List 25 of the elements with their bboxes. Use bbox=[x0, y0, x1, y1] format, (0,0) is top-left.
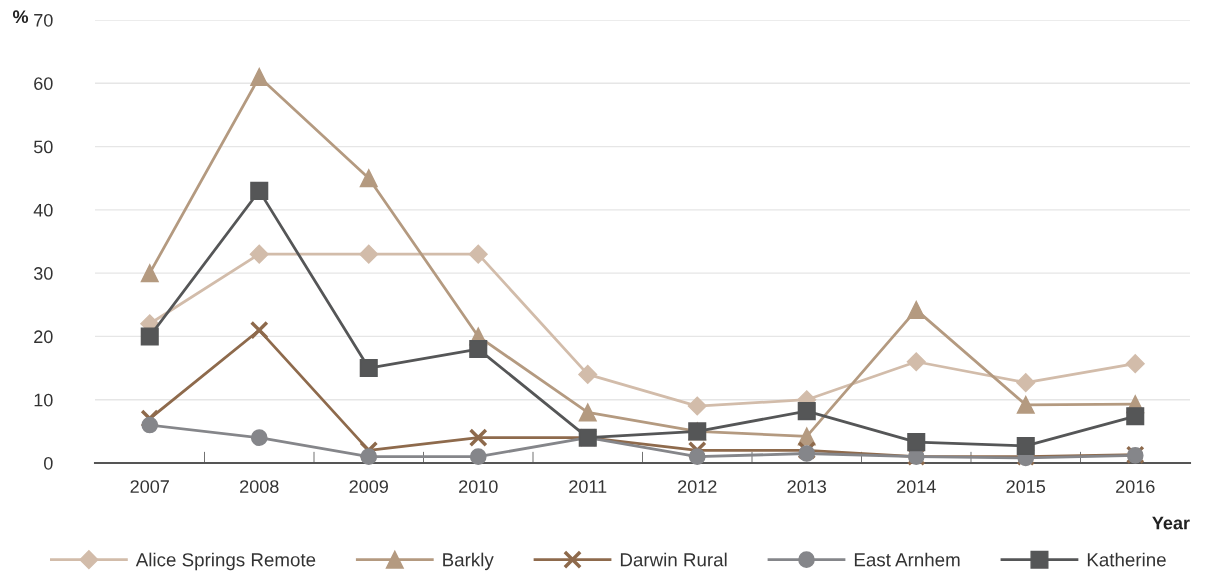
x-axis-title: Year bbox=[1152, 516, 1190, 530]
y-tick-label: 0 bbox=[44, 456, 53, 470]
legend-label: Alice Springs Remote bbox=[135, 552, 316, 571]
y-tick-label: 10 bbox=[34, 393, 53, 407]
legend-label: Darwin Rural bbox=[620, 552, 727, 567]
x-tick-label: 2009 bbox=[349, 480, 388, 493]
y-tick-label: 60 bbox=[34, 77, 53, 91]
x-tick-label: 2007 bbox=[130, 480, 169, 493]
legend-label: Katherine bbox=[1087, 552, 1166, 567]
y-axis-title: % bbox=[12, 10, 29, 24]
x-tick-label: 2016 bbox=[1116, 480, 1155, 493]
legend-label: East Arnhem bbox=[854, 552, 960, 567]
y-tick-label: 20 bbox=[34, 330, 53, 344]
legend-label: Barkly bbox=[443, 552, 494, 571]
y-tick-label: 30 bbox=[33, 267, 53, 280]
x-tick-label: 2010 bbox=[459, 480, 498, 493]
x-tick-label: 2014 bbox=[897, 480, 936, 493]
y-tick-label: 70 bbox=[34, 13, 53, 27]
y-tick-label: 40 bbox=[33, 203, 53, 217]
x-tick-label: 2012 bbox=[678, 480, 717, 493]
x-tick-label: 2011 bbox=[569, 480, 607, 493]
x-tick-label: 2015 bbox=[1006, 480, 1046, 493]
x-tick-label: 2008 bbox=[240, 480, 279, 493]
y-tick-label: 50 bbox=[33, 140, 53, 154]
x-tick-label: 2013 bbox=[787, 480, 827, 493]
